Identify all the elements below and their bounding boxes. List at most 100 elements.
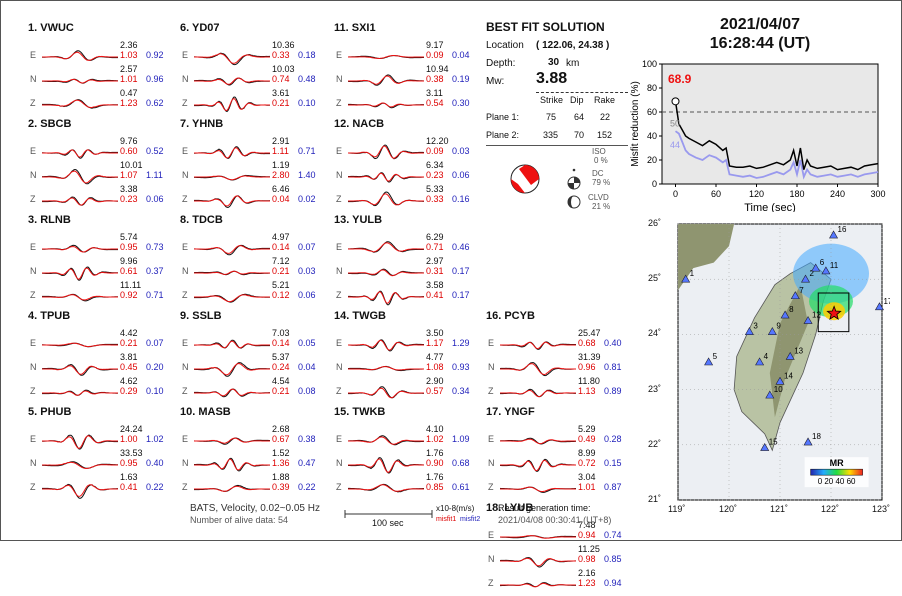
- synthetic-trace: [194, 362, 270, 376]
- plane1-rake: 22: [600, 112, 611, 122]
- col-dip: Dip: [570, 95, 584, 105]
- component-label: N: [182, 266, 189, 276]
- amplitude-value: 1.88: [272, 472, 290, 482]
- misfit2-value: 0.93: [452, 362, 470, 372]
- misfit2-value: 0.03: [452, 146, 470, 156]
- station-marker: [800, 274, 811, 283]
- station-name: 12. NACB: [334, 118, 385, 130]
- lon-label: 120˚: [719, 504, 738, 514]
- observed-trace: [500, 486, 576, 493]
- misfit2-value: 0.18: [298, 50, 316, 60]
- component-label: Z: [336, 386, 342, 396]
- amplitude-value: 10.01: [120, 160, 143, 170]
- station-name: 13. YULB: [334, 214, 383, 226]
- misfit1-value: 0.92: [120, 290, 138, 300]
- component-label: N: [182, 74, 189, 84]
- misfit1-value: 1.11: [272, 146, 289, 156]
- observed-trace: [194, 195, 271, 209]
- units-label: x10-8(m/s): [436, 504, 475, 513]
- misfit1-value: 1.03: [120, 50, 138, 60]
- station-name: 18. LYUB: [486, 502, 534, 514]
- location-label: Location: [486, 40, 524, 51]
- synthetic-trace: [500, 582, 576, 588]
- plane2-label: Plane 2:: [486, 130, 520, 140]
- x-tick-label: 0: [673, 189, 678, 199]
- trace-row: E 2.36 1.03 0.92: [20, 40, 170, 68]
- amplitude-value: 4.62: [120, 376, 138, 386]
- observed-trace: [348, 435, 425, 446]
- component-label: Z: [182, 98, 188, 108]
- station-marker: [767, 327, 777, 335]
- component-label: N: [336, 458, 343, 468]
- misfit1-value: 1.08: [426, 362, 444, 372]
- synthetic-trace: [42, 461, 118, 470]
- amplitude-value: 7.12: [272, 256, 290, 266]
- x-tick-label: 120: [749, 189, 764, 199]
- misfit2-value: 0.96: [146, 74, 164, 84]
- iso-value: 0 %: [594, 156, 608, 165]
- misfit2-value: 0.19: [452, 74, 470, 84]
- misfit1-value: 0.61: [120, 266, 138, 276]
- trace-row: E 4.97 0.14 0.07: [172, 232, 322, 260]
- mw-value: 3.88: [536, 70, 568, 87]
- component-label: Z: [30, 98, 36, 108]
- station-panel: 14. TWGB E 3.50 1.17 1.29 N 4.77 1.08 0.93 Z 2.90 0…: [326, 310, 476, 402]
- misfit1-value: 0.21: [120, 338, 138, 348]
- amplitude-value: 9.17: [426, 40, 444, 50]
- observed-trace: [42, 434, 118, 450]
- waveform-trace: [348, 172, 425, 183]
- trace-row: Z 6.46 0.04 0.02: [172, 184, 322, 212]
- component-label: E: [336, 434, 343, 444]
- search-box: [817, 292, 850, 333]
- synthetic-trace: [348, 75, 424, 85]
- method-text: BATS, Velocity, 0.02~0.05 Hz: [190, 503, 320, 514]
- synthetic-trace: [42, 78, 118, 84]
- station-panel: 16. PCYB E 25.47 0.68 0.40 N 31.39 0.96 0.81 Z 11.…: [478, 310, 628, 402]
- trace-row: E 2.91 1.11 0.71: [172, 136, 322, 164]
- misfit2-value: 0.37: [146, 266, 164, 276]
- amplitude-value: 2.90: [426, 376, 444, 386]
- station-label: 4: [764, 352, 769, 361]
- station-label: 14: [784, 371, 793, 380]
- misfit2-value: 0.22: [146, 482, 164, 492]
- result-label: Result generation time:: [498, 503, 591, 513]
- trace-row: Z 4.54 0.21 0.08: [172, 376, 322, 404]
- station-name: 17. YNGF: [486, 406, 535, 418]
- misfit2-value: 1.02: [146, 434, 164, 444]
- waveform-trace: [194, 195, 271, 209]
- trace-row: Z 4.62 0.29 0.10: [20, 376, 170, 404]
- misfit2-value: 0.22: [298, 482, 316, 492]
- misfit1-value: 0.31: [426, 266, 444, 276]
- trace-row: N 10.03 0.74 0.48: [172, 64, 322, 92]
- waveform-trace: [42, 266, 118, 281]
- amplitude-value: 2.68: [272, 424, 290, 434]
- misfit1-legend: misfit1: [436, 516, 457, 523]
- mw-label: Mw:: [486, 76, 505, 87]
- station-panel: 8. TDCB E 4.97 0.14 0.07 N 7.12 0.21 0.03 Z 5.21 0.…: [172, 214, 322, 306]
- misfit2-value: 0.71: [298, 146, 316, 156]
- waveform-trace: [42, 293, 118, 302]
- trace-row: Z 11.11 0.92 0.71: [20, 280, 170, 308]
- station-name: 11. SXI1: [334, 22, 376, 34]
- misfit1-value: 1.02: [426, 434, 444, 444]
- station-panel: 5. PHUB E 24.24 1.00 1.02 N 33.53 0.95 0.40 Z 1.63…: [20, 406, 170, 499]
- synthetic-trace: [42, 484, 118, 497]
- misfit1-value: 0.24: [272, 362, 290, 372]
- synthetic-trace: [42, 342, 118, 348]
- clvd-label: CLVD: [588, 193, 609, 202]
- trace-row: E 12.20 0.09 0.03: [326, 136, 476, 164]
- waveform-trace: [42, 149, 118, 159]
- component-label: E: [30, 434, 37, 444]
- trace-row: N 1.19 2.80 1.40: [172, 160, 322, 188]
- synthetic-trace: [194, 458, 270, 471]
- misfit1-value: 0.96: [578, 362, 596, 372]
- misfit2-value: 0.61: [452, 482, 470, 492]
- trace-row: E 9.17 0.09 0.04: [326, 40, 476, 68]
- misfit2-value: 0.30: [452, 98, 470, 108]
- misfit-reduction-chart: 0 20 40 60 80 100 0 60 120 180 240 300 68.9 50 44 Time …: [630, 59, 886, 212]
- plane2-dip: 70: [574, 130, 585, 140]
- waveform-trace: [194, 339, 270, 349]
- misfit2-value: 0.71: [146, 290, 164, 300]
- x-tick-label: 60: [711, 189, 721, 199]
- waveform-trace: [348, 74, 424, 86]
